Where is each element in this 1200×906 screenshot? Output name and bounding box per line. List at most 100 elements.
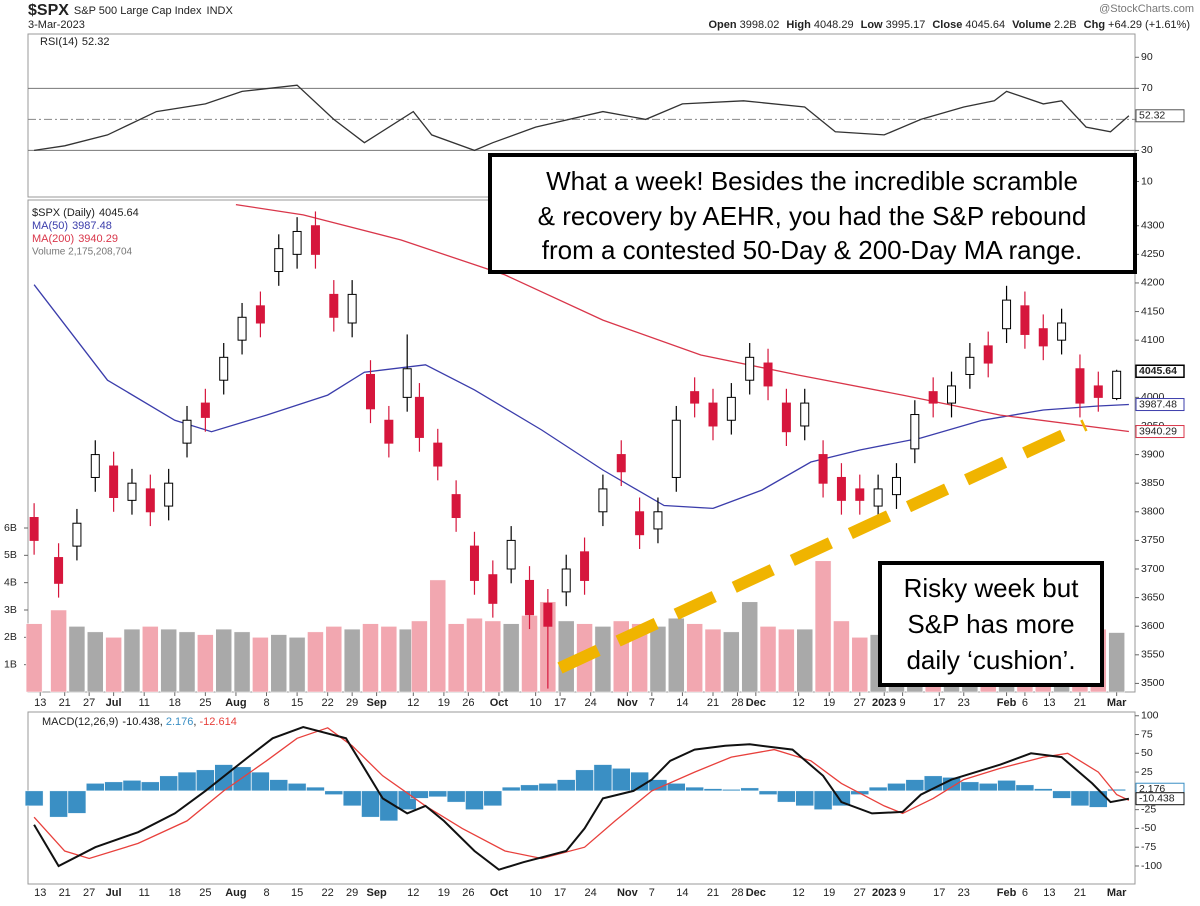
index-name: S&P 500 Large Cap Index: [74, 5, 202, 17]
histogram-bar: [86, 783, 105, 792]
candle-body: [1002, 299, 1012, 330]
x-tick-label: 21: [59, 887, 71, 899]
candle-body: [365, 373, 375, 410]
histogram-bar: [575, 769, 594, 792]
volume-bar: [178, 631, 196, 693]
histogram-bar: [159, 775, 178, 792]
candle-body: [433, 442, 443, 467]
candle-body: [1038, 328, 1048, 347]
candle-body: [1112, 370, 1122, 400]
legend-name: MA(200): [32, 233, 74, 245]
candle-body: [726, 396, 736, 421]
volume-bar: [851, 637, 869, 693]
x-tick-label: 21: [1074, 697, 1086, 709]
x-tick-label: 2023: [872, 697, 896, 709]
candle-body: [965, 356, 975, 375]
x-tick-label: 26: [462, 697, 474, 709]
volume-bar: [68, 626, 86, 693]
x-tick-label: 13: [1043, 887, 1055, 899]
quote-value: 4045.64: [965, 19, 1005, 31]
y-tick-label: -100: [1141, 860, 1162, 872]
x-tick-label: 9: [900, 887, 906, 899]
x-tick-label: 12: [792, 697, 804, 709]
legend-entry: MACD(12,26,9) -10.438, 2.176, -12.614: [42, 716, 237, 728]
volume-tick-label: 6B: [4, 522, 17, 534]
volume-bar: [447, 623, 465, 693]
y-tick-label: 3500: [1141, 677, 1165, 689]
candle-body: [1020, 305, 1030, 335]
value-tag: [1135, 364, 1185, 379]
x-tick-label: 12: [407, 887, 419, 899]
volume-bar: [270, 634, 288, 693]
value-tag: [1135, 398, 1185, 412]
candle-body: [947, 385, 957, 404]
volume-tick-label: 4B: [4, 576, 17, 588]
histogram-bar: [758, 790, 778, 795]
legend-separator: ,: [193, 716, 199, 728]
x-tick-label: 12: [407, 697, 419, 709]
histogram-bar: [465, 790, 484, 810]
x-tick-label: Mar: [1107, 697, 1127, 709]
histogram-bar: [667, 783, 686, 792]
legend-name: $SPX (Daily): [32, 207, 95, 219]
line: [33, 727, 1130, 860]
histogram-bar: [997, 780, 1016, 792]
histogram-bar: [740, 787, 759, 792]
volume-bar: [1108, 632, 1125, 693]
candle-body: [818, 454, 828, 484]
annotation-text: daily ‘cushion’.: [906, 645, 1075, 675]
x-tick-label: 11: [138, 697, 149, 709]
volume-bar: [723, 631, 740, 693]
x-tick-label: 22: [322, 887, 334, 899]
volume-bar: [759, 626, 777, 693]
x-tick-label: 13: [1043, 697, 1055, 709]
value-tag-label: 4045.64: [1139, 365, 1177, 377]
candle-body: [384, 419, 394, 444]
candle-body: [891, 476, 901, 496]
y-tick-label: 100: [1141, 710, 1159, 722]
histogram-bar: [1089, 790, 1108, 808]
candle-body: [414, 396, 424, 438]
x-tick-label: 25: [199, 697, 211, 709]
x-tick-label: Oct: [490, 697, 509, 709]
x-tick-label: 17: [554, 697, 566, 709]
candle-body: [836, 476, 846, 501]
x-tick-label: 14: [676, 697, 688, 709]
histogram-bar: [556, 779, 576, 792]
x-tick-label: Sep: [367, 887, 387, 899]
panel-frame: [27, 711, 1136, 885]
x-tick-label: Jul: [106, 887, 122, 899]
candle-body: [561, 568, 571, 593]
x-tick-label: 27: [83, 697, 95, 709]
histogram-bar: [1107, 788, 1126, 792]
volume-bar: [362, 623, 379, 693]
y-tick-label: 10: [1141, 175, 1153, 187]
y-tick-label: 3600: [1141, 620, 1165, 632]
histogram-bar: [978, 783, 998, 792]
histogram-bar: [141, 781, 160, 792]
value-tag-label: 3940.29: [1139, 425, 1177, 437]
volume-bar: [288, 637, 306, 693]
x-tick-label: 13: [34, 887, 46, 899]
candle-body: [653, 511, 663, 530]
x-tick-label: 28: [731, 697, 743, 709]
histogram-bar: [905, 779, 925, 792]
candle-body: [708, 402, 718, 427]
x-tick-label: 18: [169, 697, 181, 709]
histogram-bar: [324, 790, 344, 795]
x-tick-label: Aug: [225, 887, 246, 899]
x-tick-label: Feb: [997, 887, 1017, 899]
volume-bar: [704, 628, 722, 693]
x-tick-label: 19: [823, 697, 835, 709]
candle-body: [671, 419, 681, 478]
volume-bar: [50, 609, 67, 693]
histogram-bar: [232, 766, 252, 792]
y-tick-label: 75: [1141, 728, 1153, 740]
annotation-box: [488, 153, 1137, 274]
legend-entry: Volume 2,175,208,704: [32, 247, 133, 258]
x-tick-label: 15: [291, 887, 303, 899]
candle-body: [451, 494, 461, 519]
candle-body: [781, 402, 791, 433]
volume-tick-label: 1B: [4, 658, 17, 670]
